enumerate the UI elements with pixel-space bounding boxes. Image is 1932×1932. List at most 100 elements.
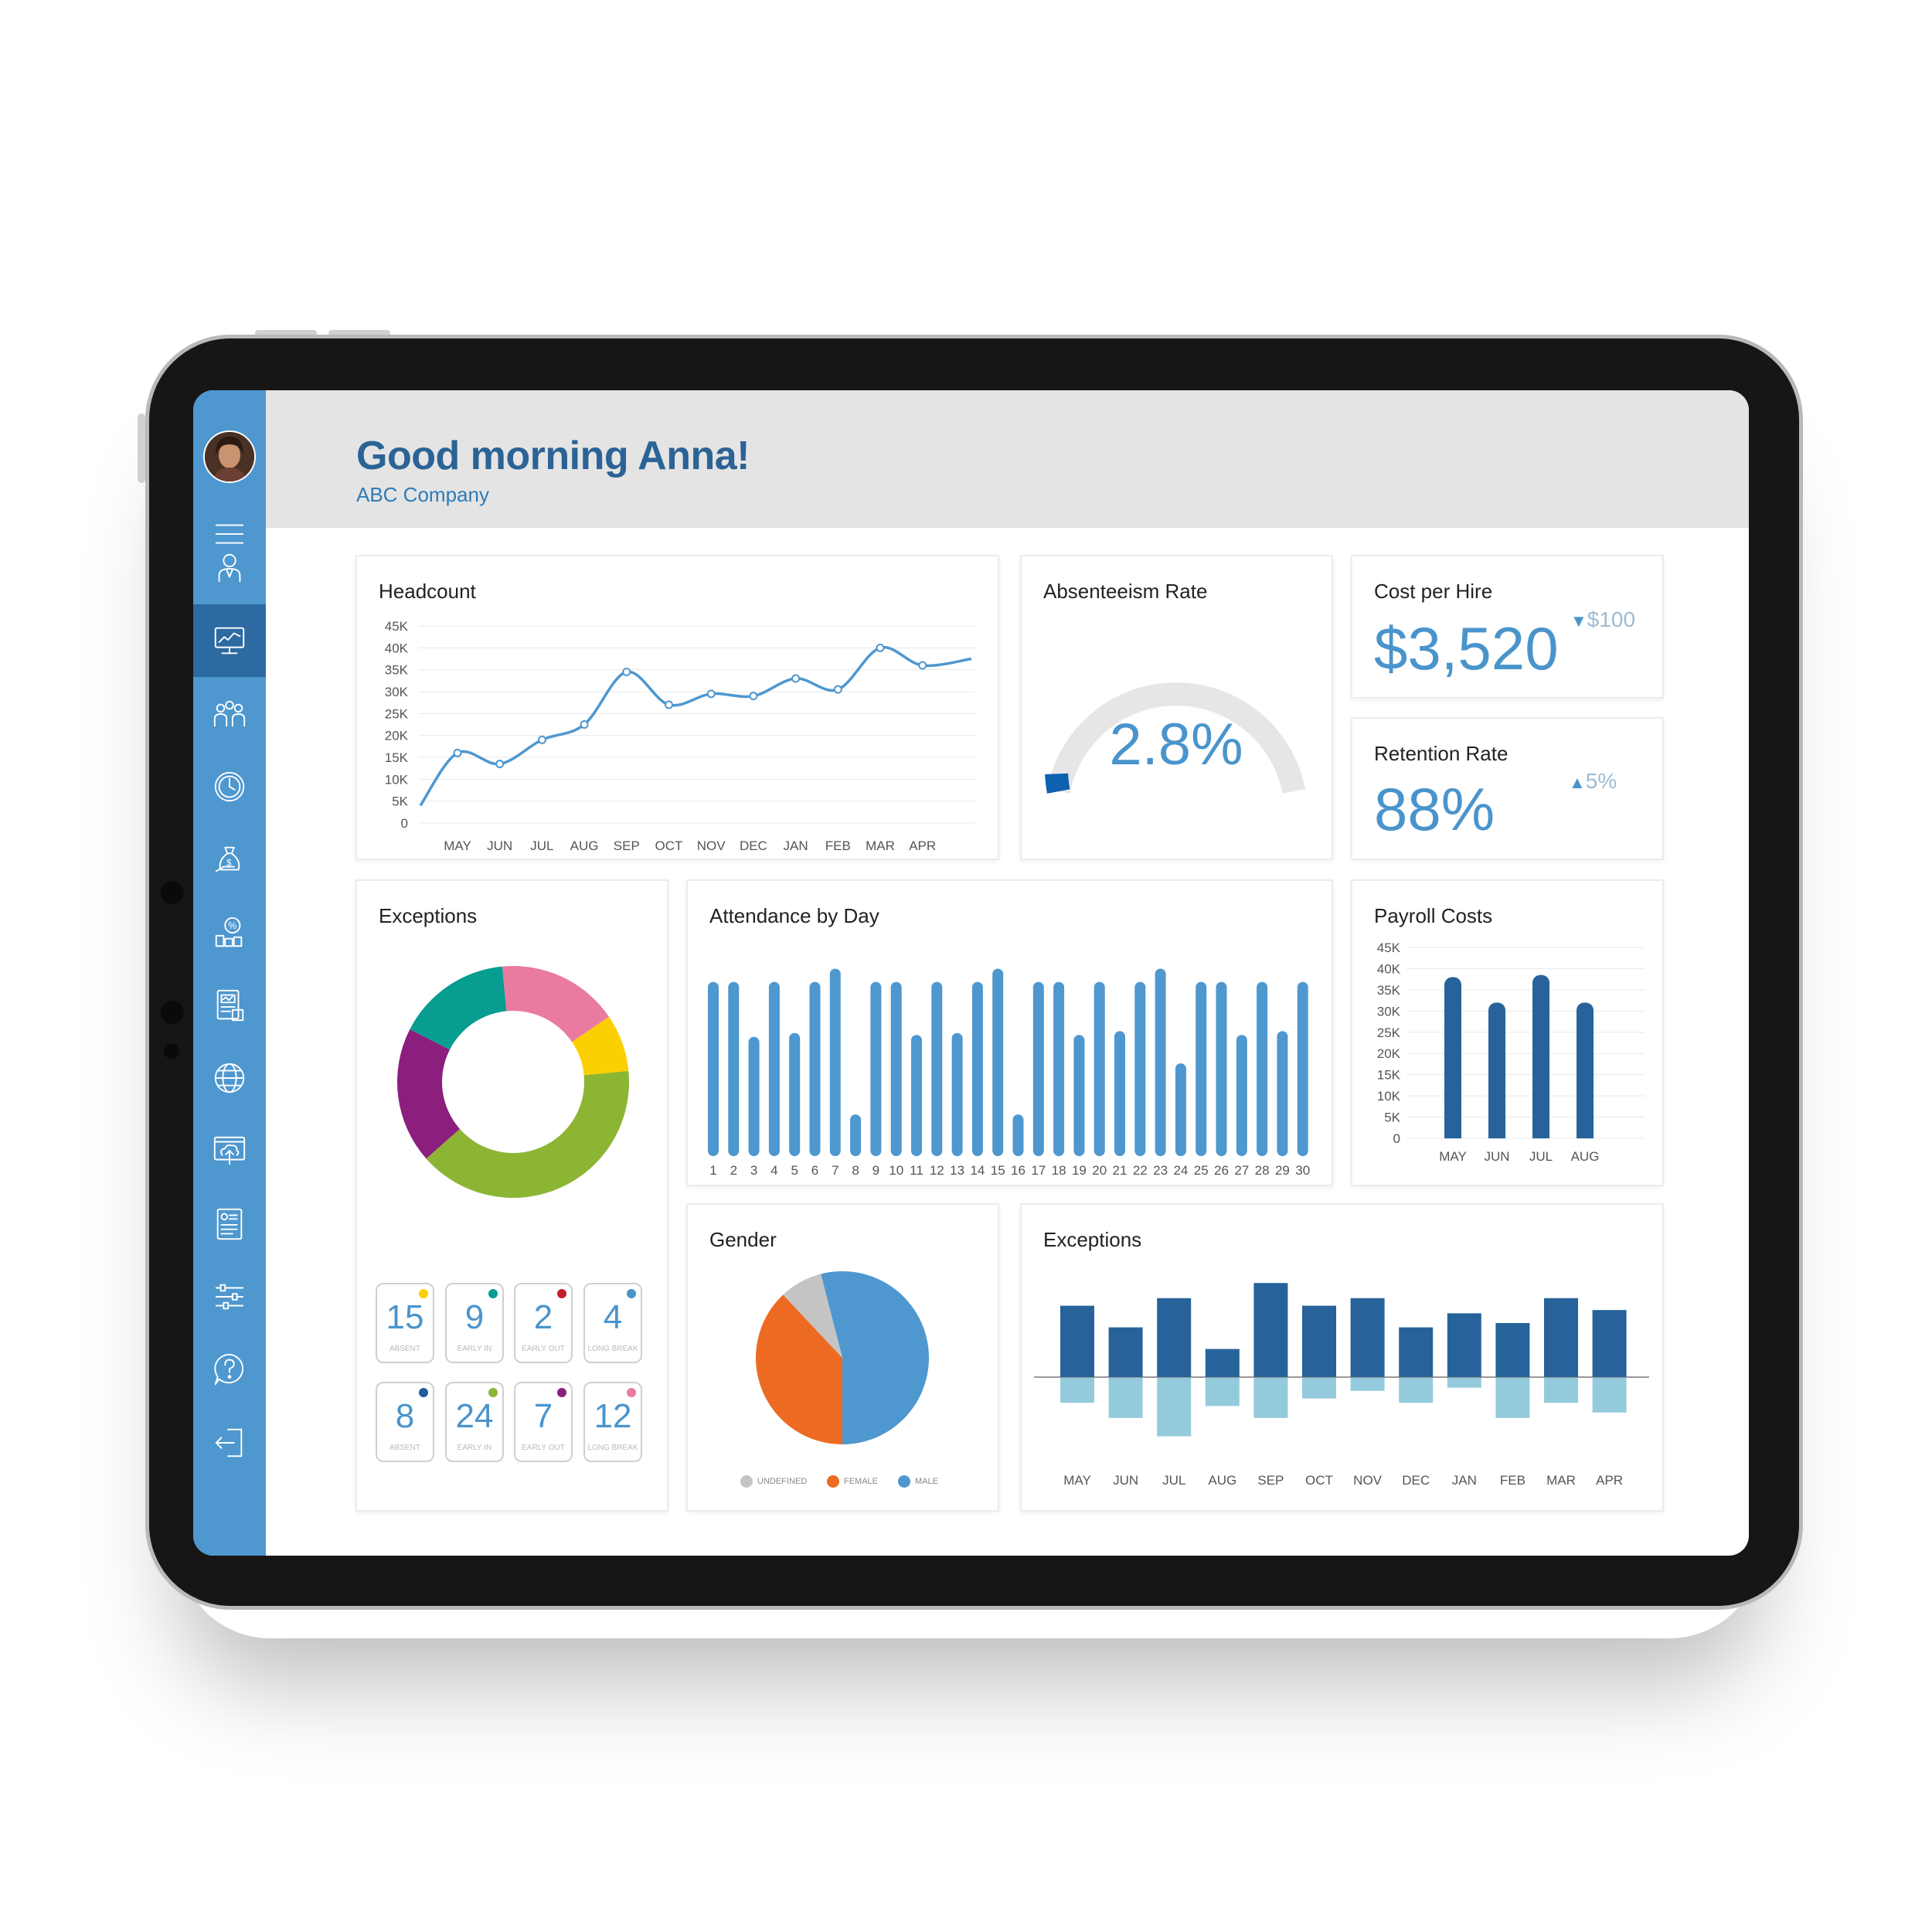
exception-tile[interactable]: 2 EARLY OUT — [514, 1283, 573, 1363]
y-tick-label: 30K — [1377, 1004, 1401, 1019]
exception-tile[interactable]: 4 LONG BREAK — [583, 1283, 642, 1363]
exception-tile[interactable]: 8 ABSENT — [376, 1382, 434, 1462]
x-tick-label: MAR — [1546, 1473, 1576, 1488]
x-tick-label: 27 — [1234, 1163, 1249, 1178]
sidebar-item-document[interactable] — [193, 1188, 266, 1260]
x-tick-label: 16 — [1011, 1163, 1026, 1178]
exception-tile[interactable]: 12 LONG BREAK — [583, 1382, 642, 1462]
cloud-upload-icon — [213, 1137, 246, 1165]
sensor-icon — [164, 1043, 179, 1059]
sidebar-item-sliders[interactable] — [193, 1260, 266, 1333]
x-tick-label: SEP — [1257, 1473, 1284, 1488]
x-tick-label: 14 — [970, 1163, 985, 1178]
x-tick-label: FEB — [825, 838, 851, 853]
exceptions-donut-card: Exceptions 15 ABSENT 9 EARLY IN 2 EARLY … — [355, 879, 668, 1512]
exception-tile[interactable]: 7 EARLY OUT — [514, 1382, 573, 1462]
payroll-card: Payroll Costs 45K 40K 35K 30K 25K 20K 15K 10K 5K… — [1351, 879, 1664, 1186]
y-tick-label: 10K — [385, 772, 409, 787]
attendance-bar — [708, 981, 719, 1156]
x-tick-label: JUN — [1484, 1149, 1509, 1164]
x-tick-label: 30 — [1295, 1163, 1310, 1178]
sidebar-item-dashboard[interactable] — [193, 604, 266, 678]
x-tick-label: 8 — [852, 1163, 859, 1178]
headcount-point — [622, 668, 631, 676]
cost-per-hire-delta-value: $100 — [1587, 607, 1636, 631]
tile-label: EARLY IN — [457, 1345, 492, 1353]
exception-tile[interactable]: 15 ABSENT — [376, 1283, 434, 1363]
sidebar-item-cloud-upload[interactable] — [193, 1114, 266, 1187]
exception-bar-negative — [1495, 1378, 1530, 1418]
payroll-bar-base — [1444, 1129, 1461, 1138]
tile-value: 4 — [603, 1298, 623, 1336]
retention-delta: ▲5% — [1569, 769, 1617, 794]
sidebar-item-report[interactable] — [193, 969, 266, 1042]
sidebar-item-team[interactable] — [193, 678, 266, 750]
donut-slice — [397, 1029, 460, 1159]
headcount-point — [833, 685, 842, 694]
x-tick-label: 21 — [1113, 1163, 1128, 1178]
x-tick-label: 15 — [991, 1163, 1005, 1178]
percentage-icon: % — [215, 917, 243, 947]
tile-label: ABSENT — [389, 1345, 420, 1353]
sidebar-item-percentage[interactable]: % — [193, 896, 266, 969]
sidebar-item-help[interactable] — [193, 1333, 266, 1406]
employee-icon — [218, 553, 241, 583]
payroll-chart: 45K 40K 35K 30K 25K 20K 15K 10K 5K 0 MAY JUN JUL AUG — [1377, 940, 1645, 1164]
report-icon — [216, 989, 244, 1021]
attendance-bar — [829, 968, 841, 1156]
clock-icon — [214, 771, 245, 802]
y-tick-label: 0 — [401, 816, 408, 831]
exception-bar-positive — [1350, 1298, 1385, 1377]
exception-tile[interactable]: 24 EARLY IN — [445, 1382, 504, 1462]
gauge-track — [1047, 682, 1305, 794]
avatar[interactable] — [203, 430, 256, 483]
gender-title: Gender — [709, 1228, 777, 1251]
status-dot — [419, 1388, 428, 1397]
exception-bar-positive — [1495, 1323, 1530, 1377]
attendance-bar — [1094, 981, 1105, 1156]
attendance-bar — [809, 981, 821, 1156]
y-tick-label: 25K — [1377, 1026, 1401, 1040]
tile-value: 9 — [464, 1298, 485, 1336]
x-tick-label: AUG — [570, 838, 599, 853]
donut-slice — [502, 966, 610, 1043]
sidebar-item-menu[interactable] — [193, 499, 266, 572]
exception-bar-positive — [1447, 1313, 1481, 1377]
attendance-bar — [1053, 981, 1065, 1156]
y-tick-label: 10K — [1377, 1089, 1401, 1104]
y-tick-label: 20K — [1377, 1046, 1401, 1061]
x-tick-label: APR — [909, 838, 936, 853]
camera-icon — [161, 881, 184, 904]
sidebar-item-logout[interactable] — [193, 1406, 266, 1479]
headcount-card: Headcount 45K 40K 35K 30K 25K 20K 15K 10K 5K 0 MAY… — [355, 555, 999, 860]
tile-label: EARLY OUT — [522, 1444, 565, 1452]
camera-icon — [161, 1001, 184, 1024]
greeting-title: Good morning Anna! — [356, 434, 750, 478]
sidebar-item-money-bag[interactable]: $ — [193, 823, 266, 896]
exception-bar-negative — [1592, 1378, 1627, 1413]
y-tick-label: 20K — [385, 729, 409, 743]
y-tick-label: 40K — [385, 641, 409, 655]
legend-item: FEMALE — [827, 1475, 878, 1488]
legend-label: FEMALE — [844, 1477, 879, 1486]
exception-tile[interactable]: 9 EARLY IN — [445, 1283, 504, 1363]
user-photo-icon — [205, 432, 254, 481]
tile-value: 24 — [455, 1397, 494, 1435]
gender-chart — [756, 1271, 929, 1444]
exception-bar-negative — [1544, 1378, 1578, 1403]
sidebar-item-employee[interactable] — [193, 532, 266, 604]
attendance-bar — [1257, 981, 1268, 1156]
y-tick-label: 5K — [1384, 1111, 1400, 1125]
x-tick-label: AUG — [1208, 1473, 1236, 1488]
sidebar: $% — [193, 390, 266, 1556]
x-tick-label: JUL — [1162, 1473, 1185, 1488]
x-tick-label: SEP — [614, 838, 640, 853]
x-tick-label: 6 — [811, 1163, 818, 1178]
menu-icon — [215, 524, 244, 544]
headcount-title: Headcount — [379, 580, 476, 603]
sidebar-item-globe[interactable] — [193, 1042, 266, 1114]
y-tick-label: 25K — [385, 706, 409, 721]
retention-title: Retention Rate — [1374, 742, 1509, 765]
legend-label: UNDEFINED — [757, 1477, 808, 1486]
sidebar-item-clock[interactable] — [193, 750, 266, 823]
